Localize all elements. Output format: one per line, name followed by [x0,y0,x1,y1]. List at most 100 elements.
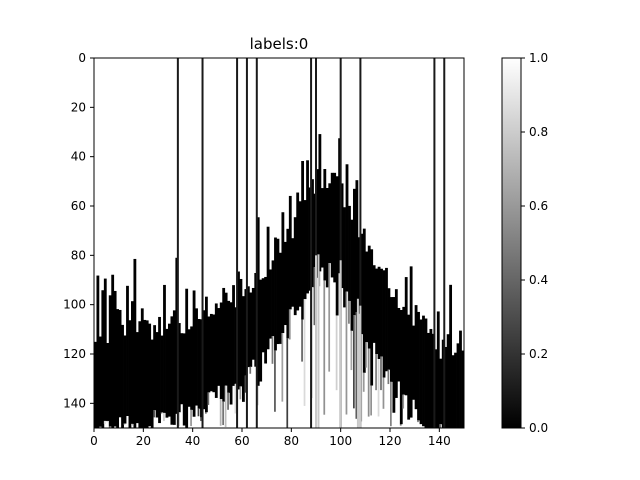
heatmap-column [212,314,216,393]
dark-vertical-line [176,58,179,428]
heatmap-column [113,290,117,427]
heatmap-streak [234,383,237,414]
heatmap-streak [163,412,165,422]
light-vertical-line [359,305,362,428]
heatmap-column [150,339,154,428]
heatmap-column [414,305,418,410]
heatmap-column [116,309,120,428]
y-tick-label: 140 [63,396,86,410]
heatmap-column [318,134,322,272]
heatmap-column [182,333,186,426]
dark-vertical-line [310,58,313,428]
heatmap-column [123,335,127,424]
heatmap-column [163,284,166,413]
heatmap-column [111,274,115,428]
heatmap-column [365,251,369,343]
y-tick-label: 120 [63,347,86,361]
heatmap-column [385,267,388,372]
heatmap-column [446,334,450,428]
colorbar [501,57,522,429]
heatmap-column [261,278,265,353]
heatmap-column [367,245,371,349]
heatmap-column [237,271,240,390]
heatmap-column [195,308,198,406]
heatmap-column [207,316,211,393]
heatmap-column [362,228,366,373]
heatmap-column [94,341,97,428]
heatmap-column [387,288,391,370]
heatmap-column [439,358,443,425]
heatmap-column [185,288,189,428]
colorbar-tick-label: 0.2 [529,347,548,361]
heatmap-streak [131,423,133,426]
heatmap-column [449,284,453,428]
x-tick-label: 60 [234,434,249,448]
heatmap-column [133,258,137,428]
colorbar-tick-label: 0.4 [529,273,548,287]
heatmap-column [409,266,413,418]
heatmap-column [419,319,423,425]
colorbar-tick-label: 0.0 [529,421,548,435]
heatmap-streak [123,423,126,425]
heatmap-column [135,332,139,424]
heatmap-column [288,195,292,310]
heatmap-column [276,238,280,345]
heatmap-column [269,269,272,339]
heatmap-streak [370,385,372,416]
heatmap-column [392,297,396,413]
heatmap-column [202,310,206,410]
heatmap-streak [301,319,303,362]
heatmap-column [308,187,312,291]
heatmap-column [96,275,100,428]
heatmap-column [128,320,132,428]
heatmap-column [313,193,317,268]
heatmap-column [121,324,124,428]
heatmap-streak [402,394,405,409]
heatmap-column [153,325,157,411]
heatmap-column [372,265,376,343]
light-vertical-line [339,260,342,428]
heatmap-streak [328,263,331,372]
heatmap-column [172,310,176,425]
heatmap-column [348,205,351,301]
heatmap-column [197,319,201,409]
heatmap-column [148,323,152,427]
dark-vertical-line [315,58,317,428]
heatmap-column [175,257,179,414]
heatmap-column [264,276,268,364]
heatmap-column [98,336,102,427]
heatmap-column [229,302,233,405]
heatmap-column [103,278,107,421]
heatmap-streak [224,385,227,428]
colorbar-tick-label: 0.6 [529,199,548,213]
heatmap-column [456,343,460,428]
heatmap-column [249,292,253,367]
heatmap-column [224,292,228,386]
heatmap-column [434,349,438,428]
heatmap-column [259,279,263,382]
heatmap-column [246,286,250,368]
heatmap-column [451,355,455,428]
heatmap-column [343,207,346,308]
heatmap-column [158,316,161,424]
heatmap-streak [365,342,368,368]
heatmap-column [293,217,297,316]
dark-vertical-line [433,58,436,428]
heatmap-streak [190,409,192,427]
heatmap-column [444,346,448,428]
heatmap-streak [153,410,155,418]
x-tick-label: 140 [428,434,451,448]
heatmap-column [234,307,238,384]
heatmap-column [412,325,416,400]
x-tick-label: 100 [329,434,352,448]
heatmap-column [316,169,319,278]
heatmap-streak [207,392,210,405]
heatmap-streak [197,408,200,417]
heatmap-streak [219,399,222,426]
heatmap-column [296,192,300,311]
y-axis: 0 20 40 60 80 100 120 140 [63,51,94,410]
heatmap-column [101,290,105,428]
heatmap-streak [367,348,370,417]
dark-vertical-line [359,58,362,428]
heatmap-column [168,323,171,417]
